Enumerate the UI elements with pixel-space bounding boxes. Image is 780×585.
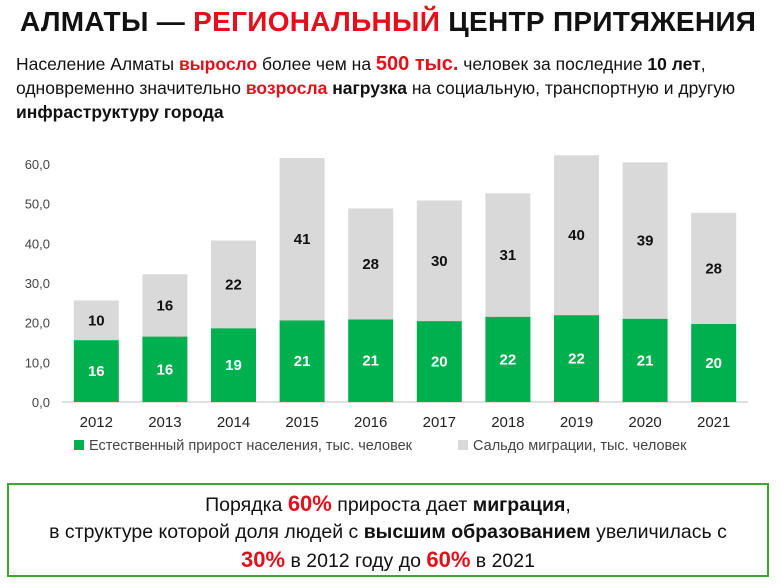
callout-text-5: , bbox=[565, 494, 571, 516]
bar-migration-balance bbox=[554, 155, 599, 316]
data-label-natural-growth: 16 bbox=[157, 361, 174, 378]
x-tick-label: 2017 bbox=[423, 414, 456, 431]
data-label-natural-growth: 20 bbox=[705, 355, 722, 372]
data-label-natural-growth: 19 bbox=[225, 357, 242, 374]
data-label-migration-balance: 30 bbox=[431, 253, 448, 270]
callout-highlight-60pct-2021: 60% bbox=[426, 547, 471, 572]
subtitle-text-5: человек за последние bbox=[458, 54, 648, 74]
data-label-natural-growth: 21 bbox=[362, 353, 379, 370]
bar-natural-growth bbox=[691, 323, 737, 402]
bar-natural-growth bbox=[554, 315, 599, 402]
y-tick-label: 0,0 bbox=[32, 395, 50, 410]
legend-label-natural-growth: Естественный прирост населения, тыс. чел… bbox=[89, 438, 413, 454]
callout-highlight-60pct: 60% bbox=[287, 491, 332, 516]
x-tick-label: 2012 bbox=[80, 414, 113, 431]
y-tick-label: 30,0 bbox=[25, 276, 50, 291]
data-label-migration-balance: 40 bbox=[568, 227, 585, 244]
legend-label-migration-balance: Сальдо миграции, тыс. человек bbox=[473, 438, 687, 454]
bar-natural-growth bbox=[348, 319, 394, 402]
callout-text-6: в структуре которой доля людей с bbox=[49, 521, 364, 543]
y-tick-label: 50,0 bbox=[25, 197, 50, 212]
callout-text-12: в 2021 bbox=[470, 550, 535, 572]
bar-migration-balance bbox=[348, 208, 394, 320]
data-label-migration-balance: 31 bbox=[500, 247, 517, 264]
x-tick-label: 2013 bbox=[148, 414, 181, 431]
bar-natural-growth bbox=[279, 320, 325, 402]
x-tick-label: 2018 bbox=[491, 414, 524, 431]
callout-text-10: в 2012 году до bbox=[285, 550, 427, 572]
bar-migration-balance bbox=[142, 274, 188, 337]
legend-swatch-migration-balance bbox=[458, 440, 468, 450]
data-label-natural-growth: 20 bbox=[431, 354, 448, 371]
bar-migration-balance bbox=[622, 162, 668, 319]
bar-migration-balance bbox=[279, 158, 325, 321]
x-tick-label: 2016 bbox=[354, 414, 387, 431]
data-label-natural-growth: 16 bbox=[88, 363, 105, 380]
subtitle-highlight-grew: выросло bbox=[178, 54, 258, 74]
page-title: АЛМАТЫ — РЕГИОНАЛЬНЫЙ ЦЕНТР ПРИТЯЖЕНИЯ bbox=[20, 6, 756, 38]
subtitle-text-1: Население Алматы bbox=[16, 54, 179, 74]
data-label-natural-growth: 21 bbox=[294, 353, 311, 370]
data-label-migration-balance: 28 bbox=[705, 260, 722, 277]
title-part-3: ЦЕНТР ПРИТЯЖЕНИЯ bbox=[440, 6, 757, 37]
x-tick-label: 2021 bbox=[697, 414, 730, 431]
subtitle-highlight-increased: возросла bbox=[245, 78, 328, 98]
y-tick-label: 20,0 bbox=[25, 316, 50, 331]
bar-natural-growth bbox=[73, 340, 119, 402]
y-tick-label: 40,0 bbox=[25, 236, 50, 251]
subtitle-text-7: , одновременно значительно bbox=[16, 54, 706, 98]
callout-line-3: 30% в 2012 году до 60% в 2021 bbox=[9, 546, 767, 575]
x-tick-label: 2015 bbox=[285, 414, 318, 431]
title-part-1: АЛМАТЫ — bbox=[20, 6, 194, 37]
subtitle-highlight-infrastructure: инфраструктуру города bbox=[16, 102, 224, 122]
callout-highlight-migration: миграция bbox=[472, 494, 566, 516]
subtitle-highlight-load: нагрузка bbox=[332, 78, 407, 98]
subtitle-text-11: на социальную, транспортную и другую bbox=[406, 78, 736, 98]
bar-natural-growth bbox=[142, 336, 188, 402]
bar-natural-growth bbox=[622, 318, 668, 402]
bar-natural-growth bbox=[416, 321, 462, 402]
bar-natural-growth bbox=[485, 316, 531, 402]
title-highlight: РЕГИОНАЛЬНЫЙ bbox=[193, 6, 441, 37]
data-label-migration-balance: 41 bbox=[294, 231, 311, 248]
population-growth-chart: 0,0 10,0 20,0 30,0 40,0 50,0 60,0 16 10 2012 16 16 2… bbox=[25, 155, 748, 454]
bar-natural-growth bbox=[211, 328, 256, 402]
legend-swatch-natural-growth bbox=[74, 440, 84, 450]
data-label-natural-growth: 22 bbox=[568, 351, 585, 368]
data-label-migration-balance: 39 bbox=[637, 233, 654, 250]
data-label-migration-balance: 28 bbox=[362, 256, 379, 273]
callout-text-1: Порядка bbox=[205, 494, 288, 516]
callout-text-8: увеличилась с bbox=[590, 521, 727, 543]
callout-highlight-30pct: 30% bbox=[241, 547, 286, 572]
subtitle: Население Алматы выросло более чем на 50… bbox=[16, 52, 766, 124]
bar-migration-balance bbox=[416, 200, 462, 322]
data-label-natural-growth: 21 bbox=[637, 352, 654, 369]
data-label-natural-growth: 22 bbox=[500, 351, 517, 368]
callout-line-1: Порядка 60% прироста дает миграция, bbox=[9, 490, 767, 519]
subtitle-highlight-500k: 500 тыс. bbox=[375, 53, 459, 75]
data-label-migration-balance: 16 bbox=[157, 297, 174, 314]
callout-highlight-higher-education: высшим образованием bbox=[363, 521, 591, 543]
x-tick-label: 2014 bbox=[217, 414, 250, 431]
y-tick-label: 60,0 bbox=[25, 157, 50, 172]
x-tick-label: 2020 bbox=[628, 414, 661, 431]
subtitle-text-3: более чем на bbox=[257, 54, 376, 74]
data-label-migration-balance: 10 bbox=[88, 312, 105, 329]
bar-migration-balance bbox=[73, 300, 119, 341]
y-tick-label: 10,0 bbox=[25, 355, 50, 370]
callout-text-3: прироста дает bbox=[331, 494, 473, 516]
bar-migration-balance bbox=[211, 240, 256, 329]
bar-migration-balance bbox=[691, 212, 737, 324]
subtitle-highlight-10-years: 10 лет bbox=[647, 54, 701, 74]
bar-migration-balance bbox=[485, 193, 531, 317]
data-label-migration-balance: 22 bbox=[225, 276, 242, 293]
x-tick-label: 2019 bbox=[560, 414, 593, 431]
callout-line-2: в структуре которой доля людей с высшим … bbox=[9, 519, 767, 546]
migration-callout-box: Порядка 60% прироста дает миграция, в ст… bbox=[7, 483, 769, 577]
